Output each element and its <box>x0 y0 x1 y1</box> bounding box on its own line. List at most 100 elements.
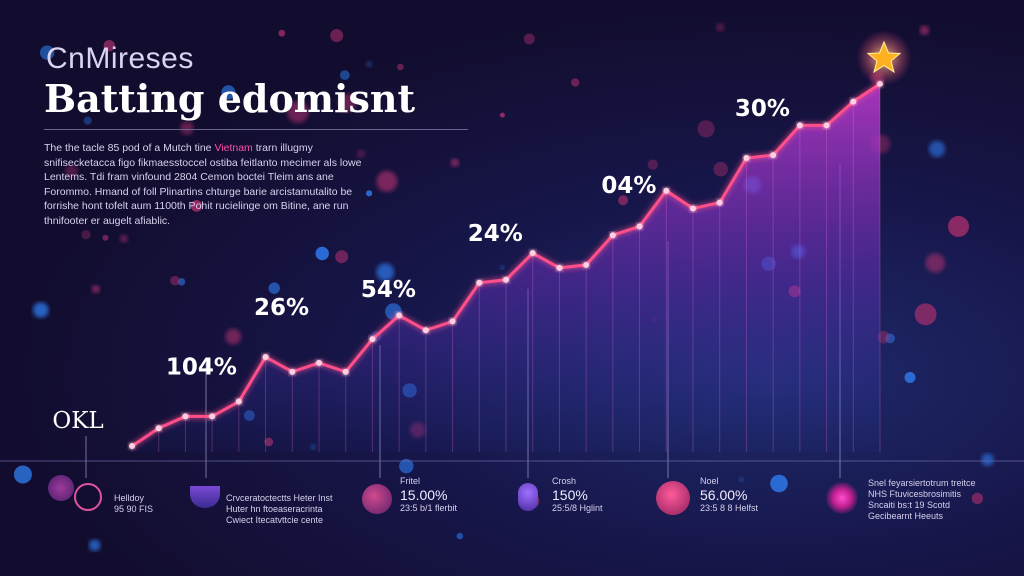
bokeh-dot <box>919 25 930 36</box>
chart-point <box>503 276 509 283</box>
chart-vertical-streaks <box>131 83 881 452</box>
caption-4-line2: 25:5/8 Hglint <box>552 503 603 513</box>
bokeh-dot <box>397 63 404 71</box>
chart-point <box>369 336 376 343</box>
value-label: 30% <box>735 96 790 122</box>
chart-point <box>823 122 830 129</box>
bokeh-dot <box>315 246 329 261</box>
chart-point <box>316 359 322 366</box>
bokeh-dot <box>376 170 398 192</box>
bokeh-dot <box>356 149 366 159</box>
bokeh-dot <box>225 328 242 345</box>
person-icon <box>48 475 74 501</box>
bokeh-dot <box>770 474 788 493</box>
caption-4: Crosh 150% 25:5/8 Hglint <box>552 476 603 514</box>
page-title: Batting edomisnt <box>44 76 416 121</box>
value-label: 04% <box>601 173 656 199</box>
bokeh-dot <box>177 278 186 286</box>
bokeh-dot <box>904 372 916 383</box>
bokeh-dot <box>971 492 984 505</box>
bokeh-dot <box>366 190 373 197</box>
chart-point <box>155 425 162 432</box>
bokeh-dot <box>399 458 414 474</box>
chart-point <box>716 199 723 206</box>
kicker-text: CnMireses <box>46 42 194 75</box>
chart-point <box>609 232 616 239</box>
bokeh-dot <box>885 333 895 344</box>
bokeh-dot <box>338 93 357 112</box>
bokeh-dot <box>339 70 350 80</box>
caption-2-line3: Cwiect Itecatvttcie cente <box>226 515 324 525</box>
bokeh-dot <box>180 121 194 135</box>
bokeh-dot <box>450 158 459 167</box>
bokeh-dot <box>13 465 32 484</box>
chart-point <box>770 152 777 159</box>
person-ring-icon <box>74 483 102 511</box>
bokeh-dot <box>739 477 744 482</box>
caption-2: Crvceratoctectts Heter Inst Huter hn fto… <box>226 493 333 526</box>
caption-6-line2: NHS Ftuvicesbrosimitis <box>868 489 962 499</box>
bokeh-dot <box>40 45 55 60</box>
chart-point <box>636 223 643 230</box>
description-highlight: Vietnam <box>214 142 253 154</box>
bokeh-dot <box>190 200 203 212</box>
chart-point <box>556 264 563 271</box>
bokeh-dot <box>618 195 629 206</box>
chart-point <box>690 205 696 212</box>
description-text: The the tacle 85 pod of a Mutch tine <box>44 142 215 154</box>
bokeh-dot <box>81 230 91 240</box>
chart-point <box>289 368 296 375</box>
caption-5-value: 56.00% <box>700 487 748 503</box>
caption-4-value: 150% <box>552 487 588 503</box>
bokeh-dot <box>103 40 116 52</box>
bokeh-dot <box>499 112 505 118</box>
chart-point <box>209 413 216 420</box>
caption-1: Helldoy 95 90 FIS <box>114 493 153 515</box>
chart-point <box>663 187 670 194</box>
description-paragraph: The the tacle 85 pod of a Mutch tine Vie… <box>44 141 374 228</box>
chart-point <box>422 327 429 334</box>
chart-point <box>583 261 590 268</box>
bokeh-dot <box>366 61 373 68</box>
caption-6-line3: Sncaiti bs:t 19 Scotd <box>868 500 951 510</box>
bokeh-dot <box>914 303 937 326</box>
caption-2-line2: Huter hn ftoeaseracrinta <box>226 504 323 514</box>
chart-point <box>743 155 750 162</box>
bowl-icon <box>190 486 220 508</box>
caption-3: Fritel 15.00% 23:5 b/1 flerbit <box>400 476 457 514</box>
bokeh-dot <box>376 263 395 281</box>
bokeh-dot <box>102 234 109 241</box>
bokeh-dot <box>500 265 505 270</box>
chart-point <box>529 250 536 257</box>
bokeh-dot <box>65 164 78 178</box>
sunburst-icon <box>826 482 858 514</box>
caption-5-line2: 23:5 8 8 Helfst <box>700 503 759 513</box>
caption-5: Noel 56.00% 23:5 8 8 Helfst <box>700 476 758 514</box>
caption-4-line1: Crosh <box>552 476 577 486</box>
bokeh-dot <box>88 539 101 552</box>
bokeh-dot <box>697 120 715 138</box>
value-label: OKL <box>52 408 103 434</box>
description-text-continued: trarn illugmy snifisecketacca figo fikma… <box>44 142 362 227</box>
caption-6-line4: Gecibearnt Heeuts <box>868 511 944 521</box>
bokeh-dot <box>928 140 946 158</box>
bokeh-dot <box>715 23 725 32</box>
bowl-icon-large <box>656 481 690 515</box>
bokeh-dot <box>91 285 100 294</box>
bokeh-dot <box>948 215 969 237</box>
bokeh-dot <box>170 275 180 286</box>
chart-point <box>129 443 135 450</box>
caption-6: Snel feyarsiertotrum treitce NHS Ftuvice… <box>868 478 976 522</box>
bokeh-dot <box>925 253 946 273</box>
value-label: 54% <box>361 277 416 303</box>
chart-point <box>342 368 349 375</box>
chart-points <box>129 80 883 450</box>
caption-3-line1: Fritel <box>400 476 420 486</box>
bokeh-dot <box>330 29 344 43</box>
bokeh-dot <box>33 302 49 318</box>
bokeh-dot <box>221 85 236 100</box>
caption-1-line1: Helldoy <box>114 493 145 503</box>
caption-5-line1: Noel <box>700 476 719 486</box>
caption-3-line2: 23:5 b/1 flerbit <box>400 503 458 513</box>
